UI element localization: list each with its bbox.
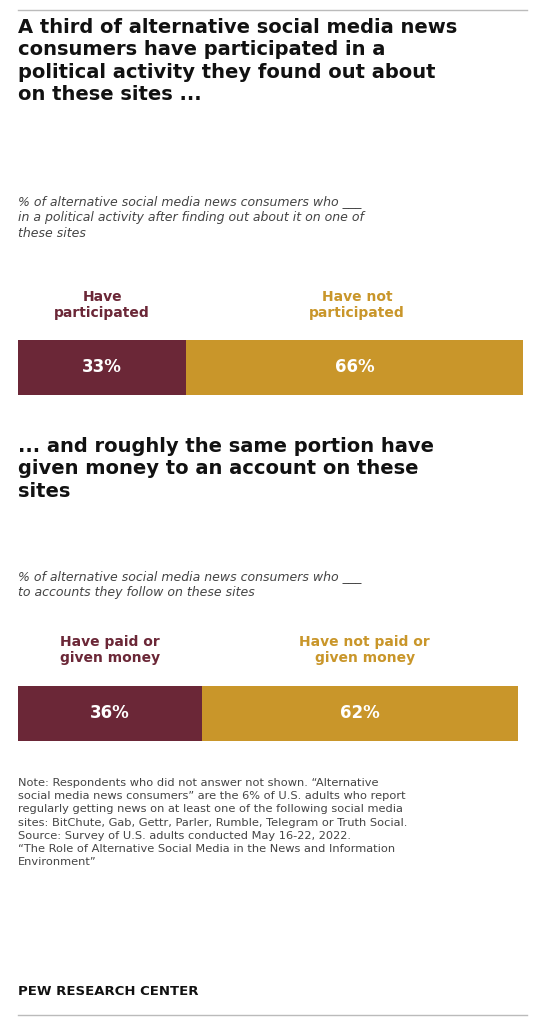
Text: Note: Respondents who did not answer not shown. “Alternative
social media news c: Note: Respondents who did not answer not… bbox=[18, 779, 407, 868]
Text: 36%: 36% bbox=[90, 705, 130, 722]
Text: Have paid or
given money: Have paid or given money bbox=[60, 635, 160, 665]
Text: Have
participated: Have participated bbox=[54, 290, 150, 319]
Text: % of alternative social media news consumers who ___
in a political activity aft: % of alternative social media news consu… bbox=[18, 195, 364, 240]
Bar bbox=[18, 340, 186, 395]
Bar bbox=[202, 686, 518, 741]
Text: Have not paid or
given money: Have not paid or given money bbox=[299, 635, 430, 665]
Text: ... and roughly the same portion have
given money to an account on these
sites: ... and roughly the same portion have gi… bbox=[18, 437, 434, 500]
Bar bbox=[18, 686, 202, 741]
Text: % of alternative social media news consumers who ___
to accounts they follow on : % of alternative social media news consu… bbox=[18, 570, 361, 599]
Text: 33%: 33% bbox=[82, 358, 122, 376]
Text: 66%: 66% bbox=[335, 358, 374, 376]
Bar bbox=[186, 340, 523, 395]
Text: A third of alternative social media news
consumers have participated in a
politi: A third of alternative social media news… bbox=[18, 18, 457, 104]
Text: 62%: 62% bbox=[340, 705, 379, 722]
Text: PEW RESEARCH CENTER: PEW RESEARCH CENTER bbox=[18, 985, 198, 998]
Text: Have not
participated: Have not participated bbox=[309, 290, 405, 319]
